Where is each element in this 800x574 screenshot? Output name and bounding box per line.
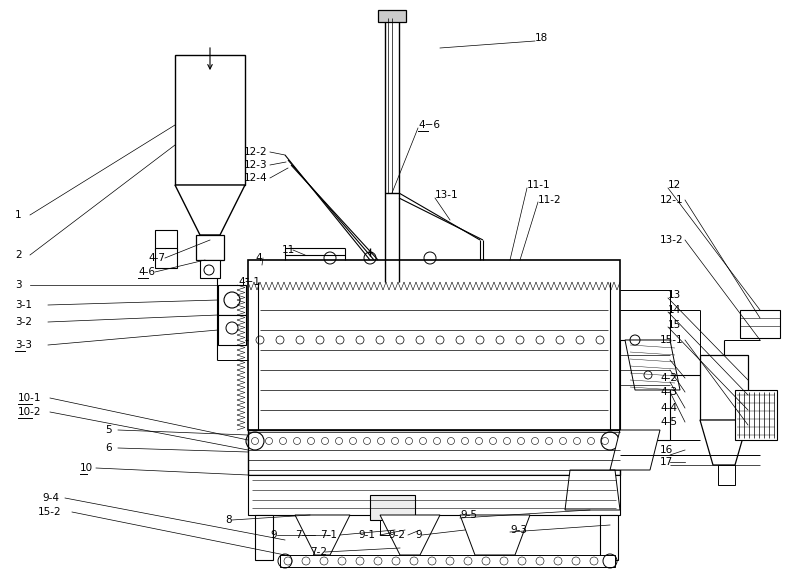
Bar [700,355,748,420]
Text: 13-2: 13-2 [660,235,684,245]
Text: 13: 13 [668,290,682,300]
Text: 12-1: 12-1 [660,195,684,205]
Bar [735,390,777,440]
Bar [155,230,177,250]
Bar [600,515,618,560]
Bar [620,340,670,440]
Bar [255,515,273,560]
Text: 4: 4 [255,253,262,263]
Bar [248,475,620,515]
Bar [248,430,620,475]
Text: 4-4: 4-4 [660,403,677,413]
Text: 9-2: 9-2 [388,530,405,540]
Text: 12: 12 [668,180,682,190]
Text: 9-1: 9-1 [358,530,375,540]
Text: 7-2: 7-2 [310,547,327,557]
Text: 3: 3 [15,280,22,290]
Text: 15-2: 15-2 [38,507,62,517]
Text: 9-4: 9-4 [42,493,59,503]
Bar [155,248,177,268]
Text: 14: 14 [668,305,682,315]
Bar [196,235,224,260]
Polygon shape [175,185,245,235]
Text: 9-3: 9-3 [510,525,527,535]
Bar [370,495,415,520]
Text: 18: 18 [535,33,548,43]
Polygon shape [295,515,350,555]
Bar [378,10,406,22]
Bar [218,285,246,315]
Bar [385,18,399,193]
Text: 4-7: 4-7 [148,253,165,263]
Bar [200,260,220,278]
Bar [280,555,615,567]
Text: 12-2: 12-2 [244,147,268,157]
Text: 9: 9 [415,530,422,540]
Bar [600,263,608,278]
Text: 12-4: 12-4 [244,173,268,183]
Polygon shape [380,515,440,555]
Text: 4-5: 4-5 [660,417,677,427]
Polygon shape [565,470,620,510]
Bar [248,260,620,282]
Text: 4-2: 4-2 [660,373,677,383]
Text: 2: 2 [15,250,22,260]
Text: 12-3: 12-3 [244,160,268,170]
Text: 16: 16 [660,445,674,455]
Text: 9: 9 [270,530,277,540]
Text: 10-2: 10-2 [18,407,42,417]
Text: 4-6: 4-6 [138,267,155,277]
Text: 9-5: 9-5 [460,510,477,520]
Polygon shape [460,515,530,555]
Text: 5: 5 [105,425,112,435]
Bar [248,260,620,430]
Bar [380,520,405,535]
Text: 4−1: 4−1 [238,277,260,287]
Bar [255,263,263,278]
Polygon shape [700,420,748,465]
Text: 4−6: 4−6 [418,120,440,130]
Text: 6: 6 [105,443,112,453]
Bar [218,315,246,345]
Text: 13-1: 13-1 [435,190,458,200]
Text: 10-1: 10-1 [18,393,42,403]
Text: 15: 15 [668,320,682,330]
Text: 7-1: 7-1 [320,530,337,540]
Polygon shape [610,430,660,470]
Bar [718,465,735,485]
Text: 17: 17 [660,457,674,467]
Polygon shape [625,340,680,390]
Bar [740,310,780,338]
Bar [175,55,245,185]
Bar [610,263,618,278]
Text: 4-3: 4-3 [660,387,677,397]
Text: 15-1: 15-1 [660,335,684,345]
Text: 8: 8 [225,515,232,525]
Text: 10: 10 [80,463,93,473]
Text: 7: 7 [295,530,302,540]
Text: 11: 11 [282,245,295,255]
Text: 11-2: 11-2 [538,195,562,205]
Text: 3-2: 3-2 [15,317,32,327]
Text: 11-1: 11-1 [527,180,550,190]
Bar [268,263,276,278]
Text: 1: 1 [15,210,22,220]
Text: 3-1: 3-1 [15,300,32,310]
Text: 3-3: 3-3 [15,340,32,350]
